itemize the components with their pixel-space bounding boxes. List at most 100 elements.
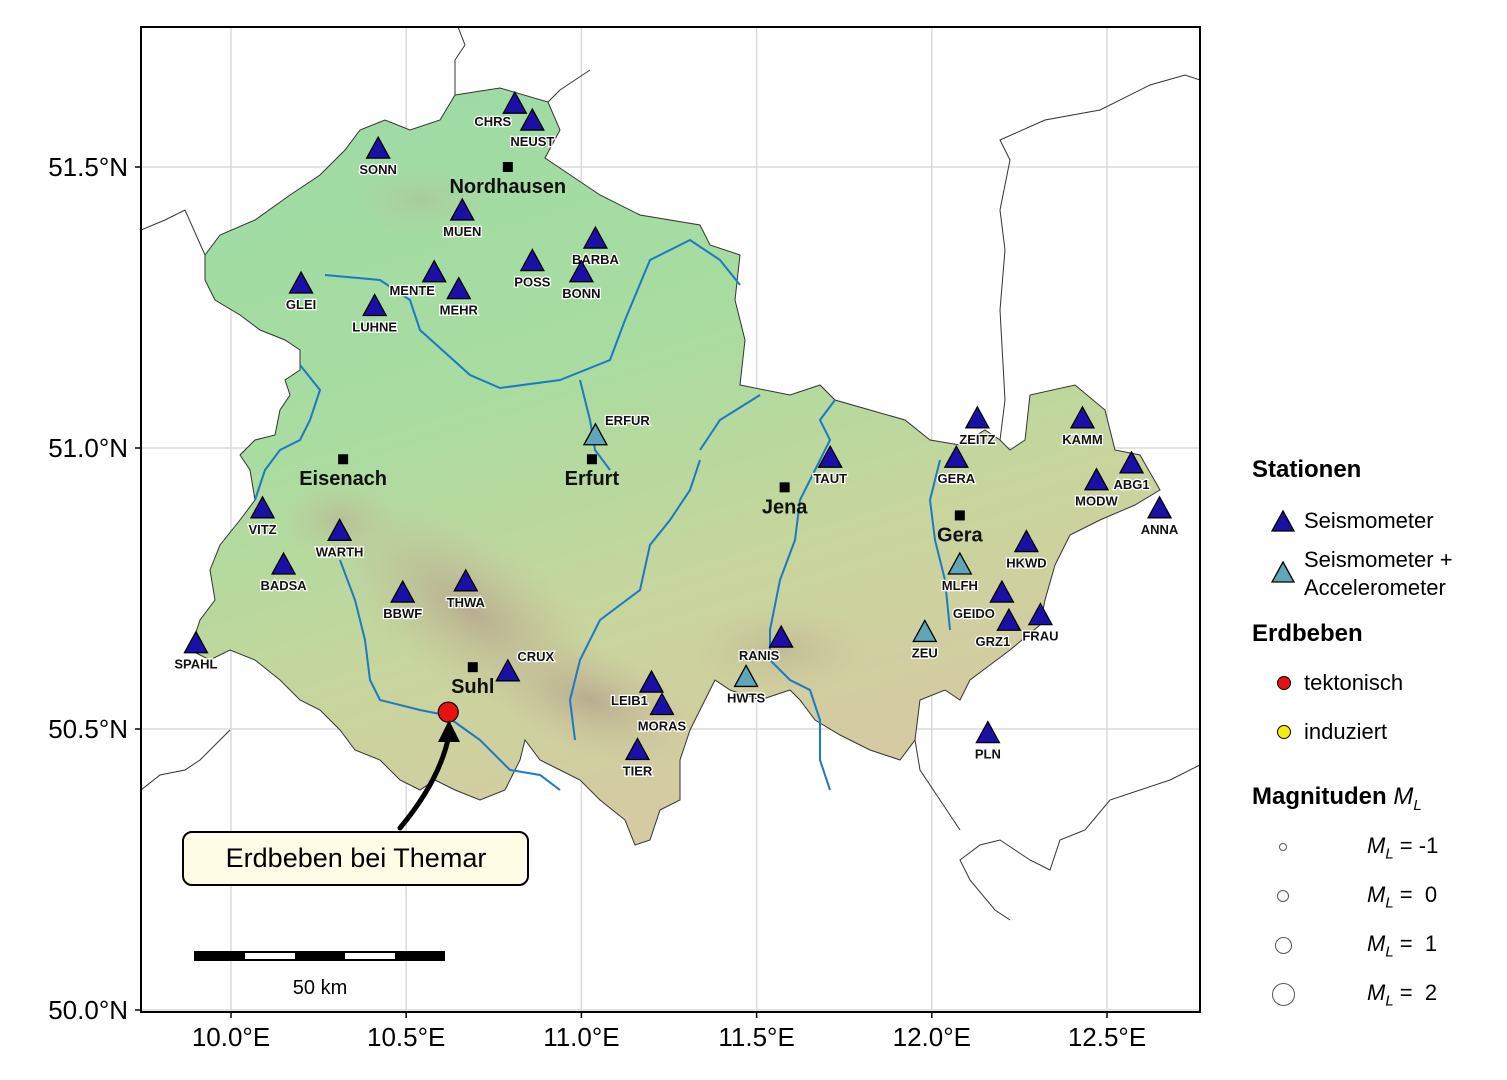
station-triangle-icon bbox=[519, 107, 545, 131]
station-label: MODW bbox=[1075, 494, 1118, 509]
station-triangle-icon bbox=[495, 658, 521, 682]
station-label: GRZ1 bbox=[976, 634, 1011, 649]
lon-tick-label: 10.5°E bbox=[367, 1022, 445, 1052]
station-label: CRUX bbox=[517, 649, 554, 664]
station-label: GLEI bbox=[286, 297, 316, 312]
station-label: MUEN bbox=[443, 224, 481, 239]
station-triangle-icon bbox=[1083, 467, 1110, 491]
rivers bbox=[254, 238, 951, 791]
station-label: MORAS bbox=[638, 719, 687, 734]
city-label: Jena bbox=[762, 496, 808, 518]
legend-item-induziert: induziert bbox=[1276, 719, 1387, 745]
station-label: NEUST bbox=[510, 134, 554, 149]
station-label: ERFUR bbox=[605, 413, 650, 428]
station-label: ZEITZ bbox=[959, 432, 995, 447]
station-label: SONN bbox=[359, 162, 397, 177]
legend-title-stationen: Stationen bbox=[1252, 456, 1362, 483]
station-triangle-icon bbox=[638, 669, 665, 693]
station-triangle-icon bbox=[582, 225, 609, 249]
station-triangle-icon bbox=[421, 259, 447, 283]
station-label: KAMM bbox=[1062, 432, 1102, 447]
magnitude-label: ML = 1 bbox=[1367, 931, 1438, 961]
station-triangle-icon bbox=[975, 720, 1001, 744]
callout-arrowhead bbox=[438, 720, 460, 742]
lon-tick-label: 12.5°E bbox=[1068, 1022, 1146, 1052]
station-label: GEIDO bbox=[953, 606, 995, 621]
station-label: FRAU bbox=[1022, 629, 1058, 644]
station-triangle-icon bbox=[365, 135, 391, 159]
triangle-icon bbox=[1270, 560, 1296, 583]
station-label: POSS bbox=[514, 275, 550, 290]
triangle-icon bbox=[1270, 509, 1296, 532]
station-label: MLFH bbox=[942, 578, 978, 593]
station-label: GERA bbox=[938, 471, 976, 486]
station-triangle-icon bbox=[288, 270, 314, 294]
legend-label-tektonisch: tektonisch bbox=[1304, 670, 1404, 695]
legend-item-seismometer: Seismometer bbox=[1270, 508, 1434, 534]
magnitude-circle-icon bbox=[1274, 936, 1292, 954]
callout-arrow bbox=[397, 732, 452, 831]
station-label: CHRS bbox=[474, 114, 511, 129]
legend-title-magnituden: Magnituden ML bbox=[1252, 783, 1422, 814]
callout: Erdbeben bei Themar bbox=[182, 720, 529, 886]
station-triangle-icon bbox=[568, 259, 594, 283]
city-label: Eisenach bbox=[299, 468, 387, 490]
city-marker bbox=[586, 454, 597, 465]
cities-layer: Nordhausen Eisenach Erfurt Jena Gera Suhl bbox=[299, 162, 983, 698]
scale-bar-segment bbox=[245, 953, 295, 959]
magnitude-symbol-m: M bbox=[1393, 783, 1414, 810]
legend-item-accelerometer: Seismometer + Accelerometer bbox=[1270, 546, 1453, 602]
lat-tick-label: 50.5°N bbox=[48, 714, 128, 744]
station-triangle-icon bbox=[1118, 450, 1145, 474]
lon-tick-label: 12.0°E bbox=[893, 1022, 971, 1052]
lon-tick-label: 11.0°E bbox=[543, 1022, 619, 1052]
city-marker bbox=[502, 162, 513, 172]
station-triangle-icon bbox=[649, 692, 675, 716]
station-label: BADSA bbox=[260, 578, 307, 593]
station-triangle-icon bbox=[624, 737, 651, 761]
magnitude-value: = 1 bbox=[1393, 931, 1438, 956]
city-marker bbox=[954, 510, 965, 521]
city-marker bbox=[467, 662, 478, 673]
magnitude-value: = 0 bbox=[1393, 882, 1438, 907]
lat-tick-label: 51.5°N bbox=[48, 152, 128, 182]
magnitude-circle-icon bbox=[1279, 843, 1287, 851]
hills-shading bbox=[690, 605, 870, 695]
map-frame bbox=[140, 26, 1201, 1013]
station-triangle-icon bbox=[582, 422, 609, 446]
station-label: VITZ bbox=[248, 522, 276, 537]
station-label: TAUT bbox=[813, 471, 847, 486]
callout-box bbox=[182, 831, 529, 886]
circle-icon bbox=[1277, 725, 1291, 739]
station-triangle-icon bbox=[453, 568, 479, 592]
lon-tick-label: 10.0°E bbox=[192, 1022, 270, 1052]
station-label: THWA bbox=[447, 595, 486, 610]
city-marker bbox=[338, 454, 349, 465]
axis-ticks: 10.0°E 10.5°E 11.0°E 11.5°E 12.0°E 12.5°E 51.5… bbox=[48, 152, 1146, 1052]
legend-title-magnituden-text: Magnituden bbox=[1252, 783, 1387, 810]
city-label: Gera bbox=[937, 524, 983, 546]
magnitude-label: ML = 0 bbox=[1367, 882, 1438, 912]
stations-layer: CHRSNEUSTSONNMUENBARBAPOSSBONNMENTEMEHRG… bbox=[173, 90, 1180, 780]
earthquake-layer bbox=[437, 701, 459, 723]
scale-bar-label: 50 km bbox=[293, 977, 347, 999]
station-label: MENTE bbox=[389, 283, 435, 298]
scale-bar-segment bbox=[345, 953, 395, 959]
station-label: MEHR bbox=[440, 303, 479, 318]
legend-label-accelerometer: Seismometer + Accelerometer bbox=[1304, 546, 1453, 602]
magnitude-symbol: ML bbox=[1393, 783, 1421, 814]
station-label: LUHNE bbox=[352, 320, 397, 335]
station-label: SPAHL bbox=[174, 657, 217, 672]
station-label: ABG1 bbox=[1113, 477, 1149, 492]
station-triangle-icon bbox=[446, 276, 472, 300]
station-triangle-icon bbox=[362, 293, 388, 317]
station-label: ZEU bbox=[912, 645, 938, 660]
station-triangle-icon bbox=[1013, 529, 1040, 553]
station-triangle-icon bbox=[270, 551, 297, 575]
station-triangle-icon bbox=[912, 619, 938, 643]
lat-tick-label: 50.0°N bbox=[48, 995, 128, 1025]
station-label: BBWF bbox=[383, 606, 422, 621]
legend-title-erdbeben: Erdbeben bbox=[1252, 620, 1363, 647]
station-label: HWTS bbox=[727, 690, 766, 705]
